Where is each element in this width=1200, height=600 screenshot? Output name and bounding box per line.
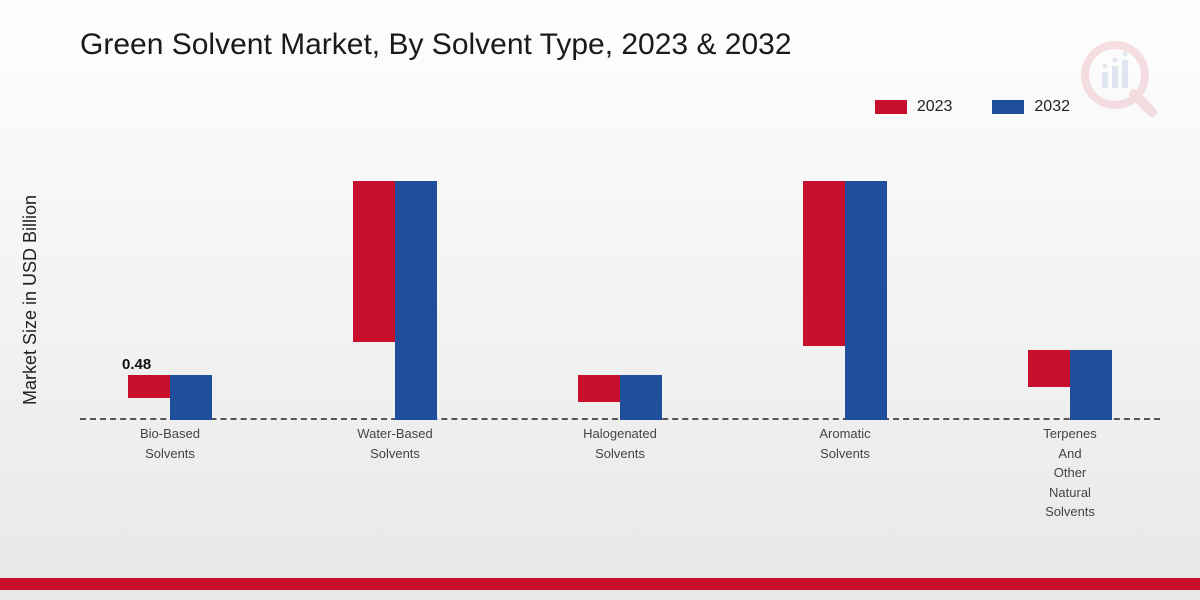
chart-title: Green Solvent Market, By Solvent Type, 2… xyxy=(80,28,792,62)
footer-accent-bar xyxy=(0,578,1200,590)
bar xyxy=(620,375,662,420)
legend-label-2023: 2023 xyxy=(917,98,953,116)
bar-group xyxy=(785,181,905,420)
bar-value-label: 0.48 xyxy=(122,356,151,373)
legend-label-2032: 2032 xyxy=(1034,98,1070,116)
x-axis-tick-label: Bio-BasedSolvents xyxy=(110,424,230,463)
legend: 2023 2032 xyxy=(875,98,1070,116)
x-axis-tick-label: TerpenesAndOtherNaturalSolvents xyxy=(1010,424,1130,522)
legend-swatch-2032 xyxy=(992,100,1024,114)
bar xyxy=(845,181,887,420)
bar-group xyxy=(1010,350,1130,420)
bar xyxy=(803,181,845,346)
bar-group: 0.48 xyxy=(110,375,230,420)
plot-area: 0.48 xyxy=(80,140,1160,420)
bar xyxy=(1070,350,1112,420)
bar: 0.48 xyxy=(128,375,170,398)
bar-group xyxy=(560,375,680,420)
legend-item-2032: 2032 xyxy=(992,98,1070,116)
bar xyxy=(353,181,395,342)
x-axis-tick-label: Water-BasedSolvents xyxy=(335,424,455,463)
legend-item-2023: 2023 xyxy=(875,98,953,116)
bar xyxy=(578,375,620,402)
legend-swatch-2023 xyxy=(875,100,907,114)
y-axis-label: Market Size in USD Billion xyxy=(20,195,41,405)
bar-group xyxy=(335,181,455,420)
x-axis-tick-label: HalogenatedSolvents xyxy=(560,424,680,463)
bar xyxy=(1028,350,1070,387)
bar xyxy=(170,375,212,420)
bar xyxy=(395,181,437,420)
x-axis-tick-label: AromaticSolvents xyxy=(785,424,905,463)
x-axis-labels: Bio-BasedSolvents Water-BasedSolvents Halo… xyxy=(80,424,1160,564)
watermark-logo xyxy=(1080,40,1160,125)
